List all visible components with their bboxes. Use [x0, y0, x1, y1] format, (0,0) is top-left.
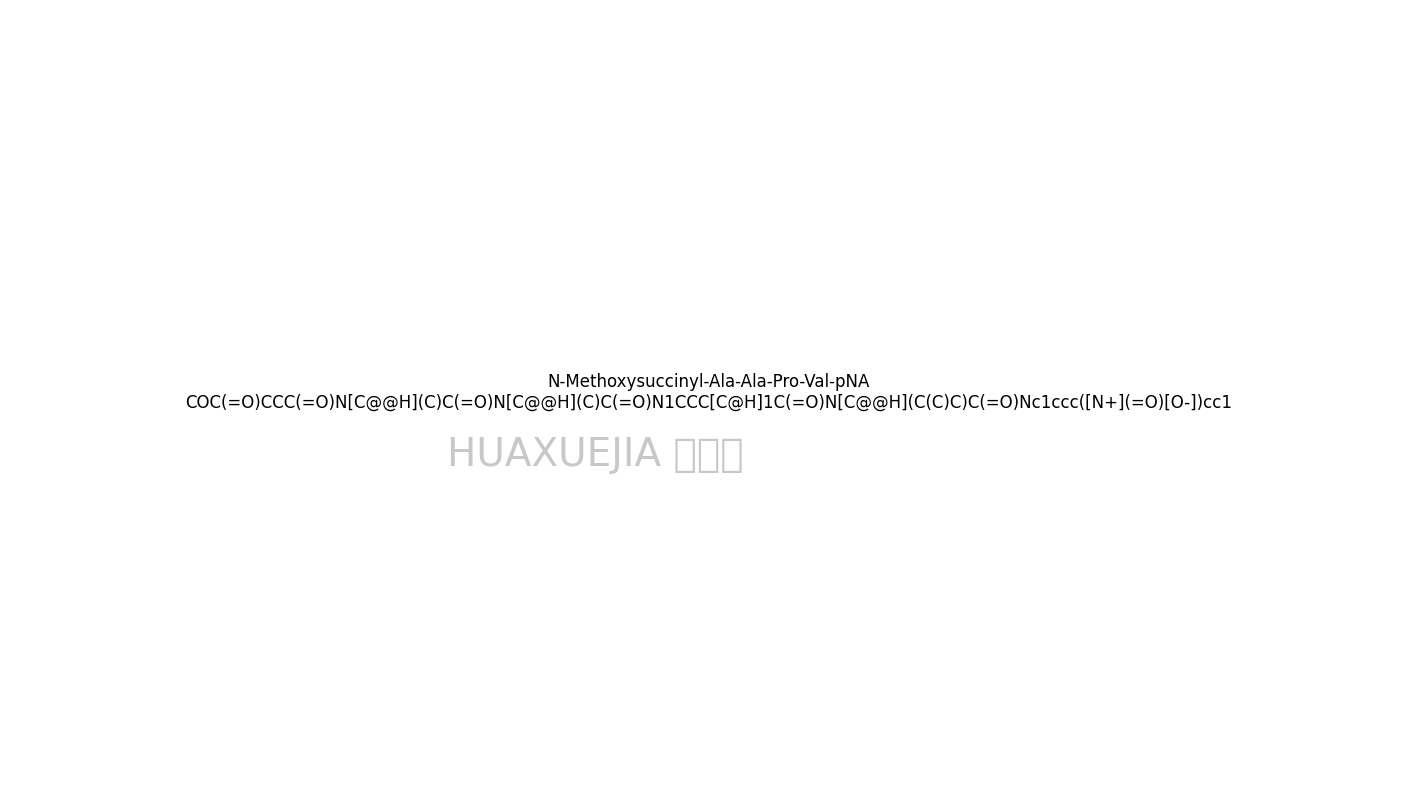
- Text: N-Methoxysuccinyl-Ala-Ala-Pro-Val-pNA
COC(=O)CCC(=O)N[C@@H](C)C(=O)N[C@@H](C)C(=: N-Methoxysuccinyl-Ala-Ala-Pro-Val-pNA CO…: [186, 373, 1231, 412]
- Text: HUAXUEJIA 化学加: HUAXUEJIA 化学加: [446, 436, 744, 474]
